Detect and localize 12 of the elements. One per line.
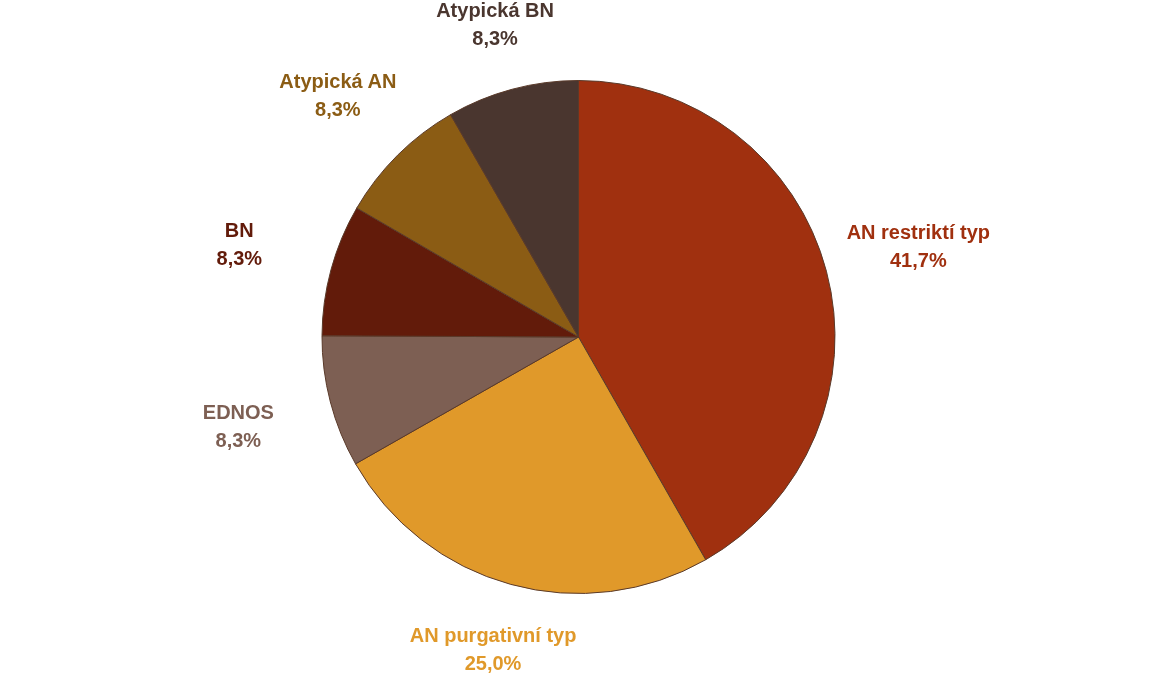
- slice-label: AN purgativní typ: [409, 623, 577, 646]
- slice-label: Atypická BN: [436, 0, 554, 22]
- data-label: 8,3%: [216, 247, 263, 270]
- slice-label: AN restriktí typ: [846, 221, 991, 244]
- slice-label: BN: [224, 219, 254, 242]
- slice-label: EDNOS: [202, 400, 274, 423]
- slice-label: Atypická AN: [279, 69, 397, 92]
- data-label: 25,0%: [464, 651, 522, 674]
- data-label: 8,3%: [215, 428, 262, 451]
- data-label: 8,3%: [472, 27, 519, 50]
- data-label: 8,3%: [315, 97, 361, 120]
- data-label: 41,7%: [889, 249, 947, 272]
